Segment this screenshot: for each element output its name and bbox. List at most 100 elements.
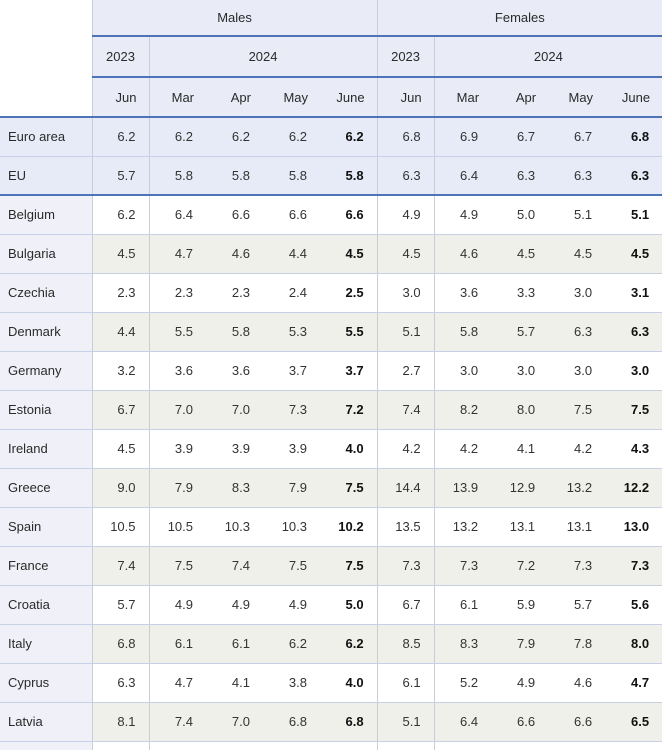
value-cell (377, 741, 435, 750)
value-cell: 6.4 (434, 156, 492, 196)
value-cell: 7.5 (605, 390, 662, 430)
value-cell: 3.0 (434, 351, 492, 391)
value-cell: 13.5 (377, 507, 435, 547)
value-cell: 6.4 (149, 195, 206, 235)
value-cell: 8.0 (491, 390, 549, 430)
value-cell: 14.4 (377, 468, 435, 508)
value-cell: 10.5 (92, 507, 150, 547)
value-cell: 4.1 (206, 663, 263, 703)
value-cell: 7.3 (548, 546, 606, 586)
corner-cell (0, 77, 93, 118)
value-cell: 4.2 (377, 429, 435, 469)
value-cell: 7.5 (263, 546, 320, 586)
value-cell: 5.3 (263, 312, 320, 352)
value-cell: 7.3 (434, 546, 492, 586)
row-label: Ireland (0, 429, 93, 469)
value-cell (263, 741, 320, 750)
value-cell: 6.3 (605, 156, 662, 196)
month-header: June (320, 77, 378, 118)
value-cell: 3.0 (605, 351, 662, 391)
value-cell: 4.6 (206, 234, 263, 274)
value-cell: 6.2 (206, 117, 263, 157)
value-cell: 7.4 (149, 702, 206, 742)
value-cell: 5.5 (149, 312, 206, 352)
value-cell: 6.7 (92, 390, 150, 430)
value-cell: 12.2 (605, 468, 662, 508)
value-cell: 2.3 (92, 273, 150, 313)
value-cell: 4.5 (320, 234, 378, 274)
females-group-header: Females (377, 0, 662, 37)
value-cell: 5.8 (206, 156, 263, 196)
year-header-males-2024: 2024 (149, 36, 378, 78)
value-cell: 5.8 (206, 312, 263, 352)
value-cell: 6.8 (92, 624, 150, 664)
year-header-males-2023: 2023 (92, 36, 150, 78)
value-cell: 4.4 (92, 312, 150, 352)
row-label: Cyprus (0, 663, 93, 703)
table-row: Euro area 6.2 6.2 6.2 6.2 6.2 6.8 6.9 6.7 6.7 6.8 (0, 117, 662, 157)
value-cell: 6.6 (206, 195, 263, 235)
header-group-row: Males Females (0, 0, 662, 37)
value-cell: 3.9 (149, 429, 206, 469)
value-cell: 9.0 (92, 468, 150, 508)
value-cell: 13.1 (491, 507, 549, 547)
row-label: Denmark (0, 312, 93, 352)
table-row: Latvia 8.1 7.4 7.0 6.8 6.8 5.1 6.4 6.6 6.6 6.5 (0, 702, 662, 742)
value-cell: 5.0 (491, 195, 549, 235)
table-row: Greece 9.0 7.9 8.3 7.9 7.5 14.4 13.9 12.9 13.2 12.… (0, 468, 662, 508)
month-header: Jun (92, 77, 150, 118)
corner-cell (0, 36, 93, 77)
value-cell: 4.5 (491, 234, 549, 274)
value-cell: 6.3 (548, 156, 606, 196)
month-header: Jun (377, 77, 435, 118)
value-cell: 7.9 (149, 468, 206, 508)
value-cell: 7.4 (377, 390, 435, 430)
value-cell: 4.0 (320, 429, 378, 469)
value-cell: 10.5 (149, 507, 206, 547)
value-cell: 6.6 (491, 702, 549, 742)
value-cell: 6.2 (263, 117, 320, 157)
value-cell: 13.9 (434, 468, 492, 508)
partial-row (0, 741, 662, 750)
value-cell: 7.5 (548, 390, 606, 430)
value-cell: 5.8 (320, 156, 378, 196)
value-cell: 6.1 (206, 624, 263, 664)
table-header: Males Females 2023 2024 2023 2024 Jun Mar… (0, 0, 662, 118)
month-header: Mar (149, 77, 206, 118)
table-row: Croatia 5.7 4.9 4.9 4.9 5.0 6.7 6.1 5.9 5.7 5.6 (0, 585, 662, 625)
value-cell: 13.0 (605, 507, 662, 547)
value-cell: 4.2 (434, 429, 492, 469)
table-body: Euro area 6.2 6.2 6.2 6.2 6.2 6.8 6.9 6.7 6.7 6.8 E… (0, 117, 662, 750)
value-cell: 13.2 (434, 507, 492, 547)
value-cell: 4.7 (605, 663, 662, 703)
value-cell: 7.5 (320, 546, 378, 586)
value-cell: 3.0 (491, 351, 549, 391)
value-cell: 3.1 (605, 273, 662, 313)
value-cell: 6.3 (92, 663, 150, 703)
value-cell: 6.2 (320, 117, 378, 157)
value-cell: 5.7 (92, 156, 150, 196)
value-cell: 12.9 (491, 468, 549, 508)
value-cell: 4.9 (206, 585, 263, 625)
value-cell (491, 741, 549, 750)
row-label: Euro area (0, 117, 93, 157)
value-cell: 2.4 (263, 273, 320, 313)
value-cell: 4.1 (491, 429, 549, 469)
value-cell: 6.7 (377, 585, 435, 625)
value-cell: 8.0 (605, 624, 662, 664)
value-cell: 6.8 (377, 117, 435, 157)
value-cell: 6.3 (491, 156, 549, 196)
value-cell: 4.9 (377, 195, 435, 235)
value-cell: 6.4 (434, 702, 492, 742)
value-cell: 4.5 (92, 429, 150, 469)
value-cell: 2.3 (149, 273, 206, 313)
value-cell: 5.7 (491, 312, 549, 352)
value-cell: 3.3 (491, 273, 549, 313)
row-label: Italy (0, 624, 93, 664)
value-cell: 3.8 (263, 663, 320, 703)
header-month-row: Jun Mar Apr May June Jun Mar Apr May June (0, 77, 662, 118)
value-cell: 10.3 (206, 507, 263, 547)
row-label: Croatia (0, 585, 93, 625)
value-cell: 5.5 (320, 312, 378, 352)
